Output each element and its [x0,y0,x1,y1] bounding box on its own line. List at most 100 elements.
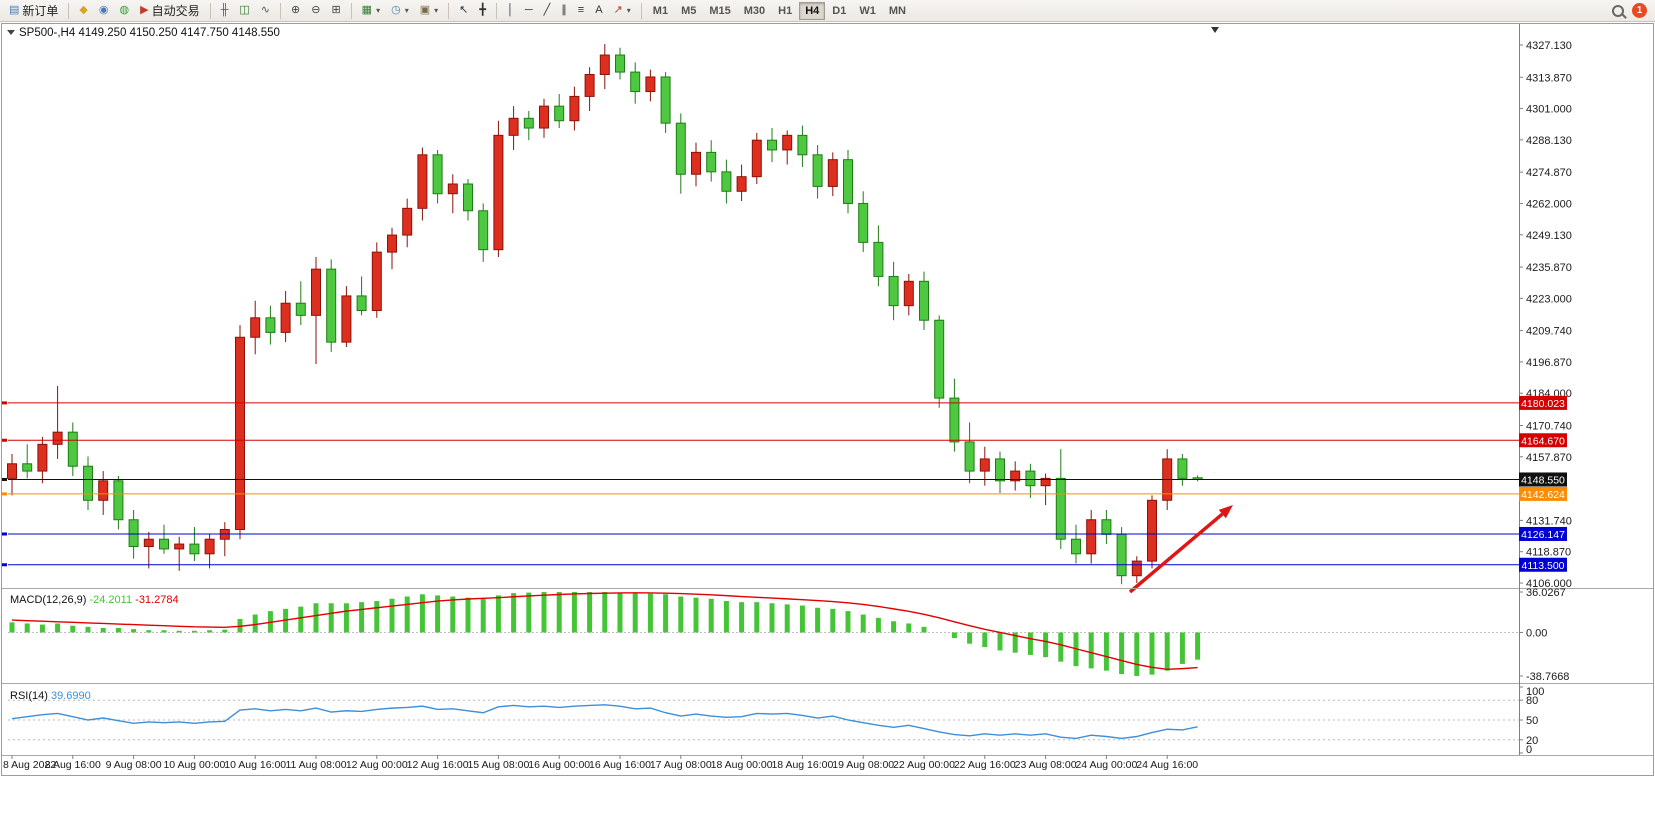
new-order-icon: ▤ [9,4,20,16]
toolbar-separator [209,2,211,19]
notification-badge[interactable]: 1 [1632,3,1647,18]
svg-text:15 Aug 08:00: 15 Aug 08:00 [467,759,529,771]
zoom-in-button[interactable]: ⊕ [286,1,305,21]
macd-label: MACD(12,26,9) -24.2011 -31.2784 [10,594,179,606]
svg-text:4106.000: 4106.000 [1526,578,1572,590]
svg-text:4157.870: 4157.870 [1526,452,1572,464]
zoom-out-button[interactable]: ⊖ [306,1,325,21]
toolbar-separator [495,2,497,19]
timeframe-m1-button[interactable]: M1 [647,2,674,20]
horizontal-line-button[interactable]: ─ [520,1,538,21]
toolbar-separator [350,2,352,19]
community-icon: ◉ [98,4,109,16]
profiles-icon: ◷ [391,4,401,16]
svg-text:4148.550: 4148.550 [1521,474,1565,486]
chart-window[interactable]: 4327.130 4313.870 4301.000 4288.130 4274.870… [0,22,1655,819]
svg-text:24 Aug 00:00: 24 Aug 00:00 [1075,759,1137,771]
trend-arrow-line[interactable] [1128,512,1224,594]
arrows-icon: ↗ [613,4,623,16]
profiles-button[interactable]: ◷ ▾ [386,1,414,21]
svg-text:9 Aug 08:00: 9 Aug 08:00 [106,759,162,771]
candlestick-chart-button[interactable]: ◫ [234,1,254,21]
chart-shift-marker[interactable] [1211,27,1219,33]
symbol-menu-icon[interactable] [7,30,15,35]
timeframe-m30-button-label: M30 [743,4,766,17]
timeframe-h1-button-label: H1 [778,4,793,17]
svg-text:4131.740: 4131.740 [1526,515,1572,527]
cursor-button[interactable]: ↖ [454,1,473,21]
bar-chart-icon: ╫ [220,4,229,16]
equidistant-channel-button[interactable]: ∥ [556,1,572,21]
charts-wizard-button[interactable]: ◆ [74,1,92,21]
templates-icon: ▣ [419,4,431,16]
svg-text:20: 20 [1526,735,1538,747]
chart-title: SP500-,H4 4149.250 4150.250 4147.750 414… [7,27,280,39]
toolbar-separator [448,2,450,19]
svg-text:17 Aug 08:00: 17 Aug 08:00 [650,759,712,771]
horizontal-line-icon: ─ [524,4,533,16]
timeframe-m15-button[interactable]: M15 [703,2,736,20]
toolbar-separator [68,2,70,19]
chart-canvas[interactable]: 4327.130 4313.870 4301.000 4288.130 4274.870… [0,22,1655,819]
horizontal-lines[interactable] [2,401,1519,567]
price-axis[interactable]: 4327.130 4313.870 4301.000 4288.130 4274.870… [1519,24,1572,756]
price-badge [1519,433,1567,448]
svg-text:36.0267: 36.0267 [1526,587,1566,599]
arrows-button[interactable]: ↗ ▾ [609,1,636,21]
zoom-out-icon: ⊖ [311,4,321,16]
toolbar-separator [280,2,282,19]
svg-text:11 Aug 08:00: 11 Aug 08:00 [285,759,346,771]
svg-text:50: 50 [1526,715,1538,727]
trendline-button[interactable]: ╱ [539,1,556,21]
cursor-icon: ↖ [459,4,469,16]
timeframe-h4-button[interactable]: H4 [799,1,826,20]
trendline-icon: ╱ [543,4,551,16]
trend-arrow-head [1218,505,1233,519]
new-chart-button[interactable]: ▦ ▾ [357,1,385,21]
zoom-in-icon: ⊕ [291,4,301,16]
svg-text:4113.500: 4113.500 [1521,560,1564,572]
market-watch-button[interactable]: ◍ [115,1,135,21]
timeframe-m30-button[interactable]: M30 [738,2,771,20]
dropdown-caret-icon: ▾ [434,6,439,15]
timeframe-d1-button[interactable]: D1 [826,2,852,20]
dropdown-caret-icon: ▾ [376,6,381,15]
svg-text:80: 80 [1526,695,1538,707]
bar-chart-button[interactable]: ╫ [216,1,234,21]
search-icon[interactable] [1612,4,1624,17]
autotrading-button[interactable]: ▶ 自动交易 [135,1,204,21]
fibonacci-button[interactable]: ≡ [573,1,589,21]
vertical-line-button[interactable]: │ [502,1,519,21]
autotrading-icon: ▶ [140,4,149,16]
toolbar-right: 1 [1612,3,1651,18]
svg-text:19 Aug 08:00: 19 Aug 08:00 [832,759,894,771]
svg-text:16 Aug 00:00: 16 Aug 00:00 [528,759,590,771]
community-button[interactable]: ◉ [94,1,114,21]
new-order-button[interactable]: ▤ 新订单 [4,1,63,21]
svg-text:100: 100 [1526,686,1544,698]
main-toolbar: ▤ 新订单 ◆ ◉ ◍ ▶ 自动交易 ╫ ◫ ∿ ⊕ ⊖ ⊞ ▦ ▾ ◷ ▾ ▣ ▾ ↖ ╋ │ ─ ╱ ∥ ≡ A ↗ ▾ M1 M5 M1… [0,0,1655,22]
equidistant-channel-icon: ∥ [561,4,567,16]
svg-text:4209.740: 4209.740 [1526,326,1572,338]
svg-text:22 Aug 00:00: 22 Aug 00:00 [893,759,955,771]
timeframe-w1-button-label: W1 [859,4,876,17]
templates-button[interactable]: ▣ ▾ [415,1,443,21]
line-chart-button[interactable]: ∿ [256,1,275,21]
timeframe-d1-button-label: D1 [832,4,847,17]
svg-text:4118.870: 4118.870 [1526,547,1571,559]
timeframe-w1-button[interactable]: W1 [853,2,882,20]
svg-text:4126.147: 4126.147 [1521,529,1565,541]
svg-text:4262.000: 4262.000 [1526,198,1572,210]
timeframe-h1-button[interactable]: H1 [772,2,798,20]
timeframe-mn-button[interactable]: MN [883,2,912,20]
tile-windows-button[interactable]: ⊞ [326,1,345,21]
timeframe-m5-button[interactable]: M5 [675,2,702,20]
svg-text:8 Aug 2022: 8 Aug 2022 [3,759,56,771]
candlestick-chart-icon: ◫ [239,4,250,16]
macd-indicator: MACD(12,26,9) -24.2011 -31.2784 [8,592,1519,676]
svg-text:18 Aug 16:00: 18 Aug 16:00 [771,759,833,771]
text-button[interactable]: A [590,1,607,21]
vertical-line-icon: │ [506,4,514,16]
crosshair-button[interactable]: ╋ [474,1,491,21]
